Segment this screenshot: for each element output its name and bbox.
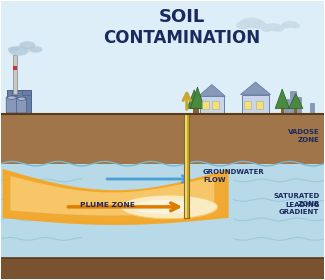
Polygon shape xyxy=(190,87,204,109)
Ellipse shape xyxy=(133,200,192,214)
Ellipse shape xyxy=(236,21,251,29)
FancyBboxPatch shape xyxy=(185,113,187,218)
FancyBboxPatch shape xyxy=(13,55,17,94)
Text: PLUME ZONE: PLUME ZONE xyxy=(80,202,135,208)
FancyBboxPatch shape xyxy=(244,101,252,109)
Text: CONTAMINATION: CONTAMINATION xyxy=(103,29,260,46)
FancyBboxPatch shape xyxy=(6,97,17,113)
Polygon shape xyxy=(4,171,227,224)
Ellipse shape xyxy=(239,18,264,28)
Text: VADOSE
ZONE: VADOSE ZONE xyxy=(288,129,319,143)
Text: SATURATED
ZONE: SATURATED ZONE xyxy=(273,193,319,207)
FancyBboxPatch shape xyxy=(17,98,27,113)
Polygon shape xyxy=(7,90,32,113)
FancyBboxPatch shape xyxy=(1,258,324,279)
Ellipse shape xyxy=(121,195,217,219)
Polygon shape xyxy=(10,176,214,216)
Polygon shape xyxy=(240,82,271,95)
Ellipse shape xyxy=(291,23,300,28)
FancyBboxPatch shape xyxy=(184,113,189,218)
FancyBboxPatch shape xyxy=(294,107,297,113)
Polygon shape xyxy=(199,85,225,96)
FancyBboxPatch shape xyxy=(310,103,314,113)
FancyBboxPatch shape xyxy=(212,101,219,109)
Ellipse shape xyxy=(282,21,298,28)
Polygon shape xyxy=(275,89,289,109)
FancyBboxPatch shape xyxy=(202,101,209,109)
FancyBboxPatch shape xyxy=(7,90,32,113)
FancyBboxPatch shape xyxy=(1,164,324,258)
Text: SOIL: SOIL xyxy=(159,8,205,26)
FancyBboxPatch shape xyxy=(13,66,17,70)
Ellipse shape xyxy=(18,97,26,101)
FancyBboxPatch shape xyxy=(290,91,295,113)
FancyBboxPatch shape xyxy=(200,96,224,113)
Ellipse shape xyxy=(8,46,20,52)
Polygon shape xyxy=(187,90,201,109)
FancyBboxPatch shape xyxy=(193,107,196,113)
FancyBboxPatch shape xyxy=(296,97,301,113)
Text: LEADING
GRADIENT: LEADING GRADIENT xyxy=(279,202,319,215)
Polygon shape xyxy=(1,113,324,164)
Ellipse shape xyxy=(273,26,284,32)
FancyBboxPatch shape xyxy=(256,101,264,109)
Ellipse shape xyxy=(280,23,290,29)
FancyBboxPatch shape xyxy=(1,1,324,113)
Ellipse shape xyxy=(7,96,16,99)
Ellipse shape xyxy=(264,23,282,31)
Ellipse shape xyxy=(29,46,43,53)
FancyBboxPatch shape xyxy=(242,95,269,113)
FancyBboxPatch shape xyxy=(280,107,284,113)
Ellipse shape xyxy=(9,46,29,56)
Ellipse shape xyxy=(261,26,272,32)
FancyBboxPatch shape xyxy=(196,107,199,113)
Ellipse shape xyxy=(252,21,267,29)
Ellipse shape xyxy=(19,41,35,49)
Polygon shape xyxy=(289,94,303,109)
Text: GROUNDWATER
FLOW: GROUNDWATER FLOW xyxy=(203,169,265,183)
FancyBboxPatch shape xyxy=(284,99,289,113)
